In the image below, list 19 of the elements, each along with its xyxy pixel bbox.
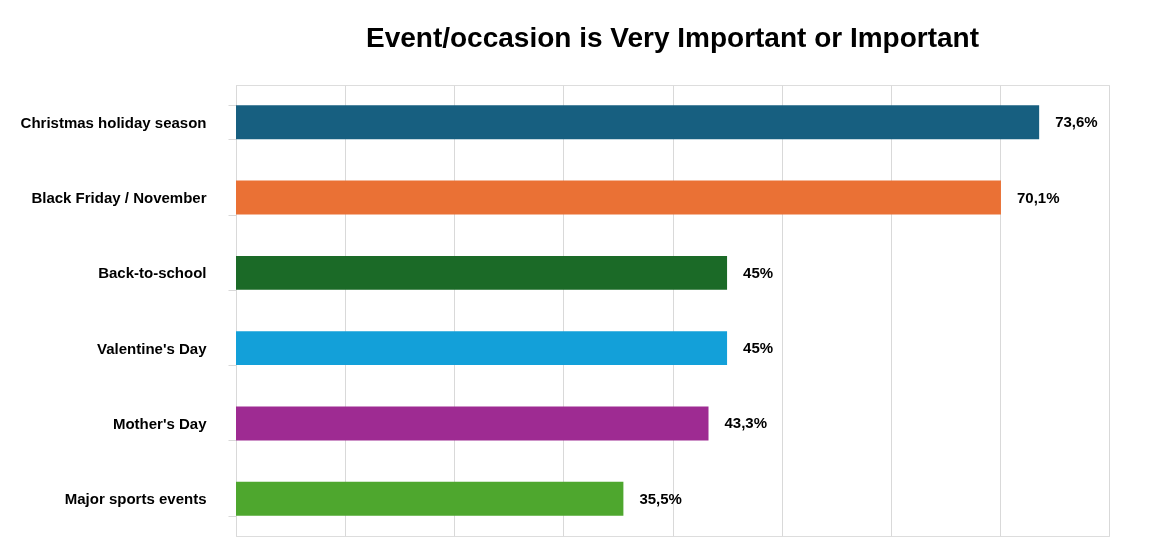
bar (236, 180, 1001, 215)
y-tick-label: Christmas holiday season (20, 113, 207, 131)
chart-title: Event/occasion is Very Important or Important (365, 22, 980, 53)
data-label: 70,1% (1016, 188, 1060, 206)
y-tick-label: Back-to-school (98, 264, 207, 282)
bar (236, 255, 728, 290)
data-label: 43,3% (724, 414, 768, 432)
data-label: 45% (743, 263, 774, 281)
bar (236, 406, 709, 441)
bar (236, 105, 1040, 140)
data-label: 73,6% (1055, 113, 1098, 131)
y-tick-label: Mother's Day (112, 414, 208, 432)
data-label: 45% (743, 339, 774, 357)
data-label: 35,5% (639, 489, 682, 507)
y-tick-label: Major sports events (64, 490, 207, 508)
bar (236, 331, 728, 366)
y-tick-label: Black Friday / November (31, 189, 207, 207)
y-tick-label: Valentine's Day (97, 339, 208, 357)
bar (236, 481, 624, 516)
